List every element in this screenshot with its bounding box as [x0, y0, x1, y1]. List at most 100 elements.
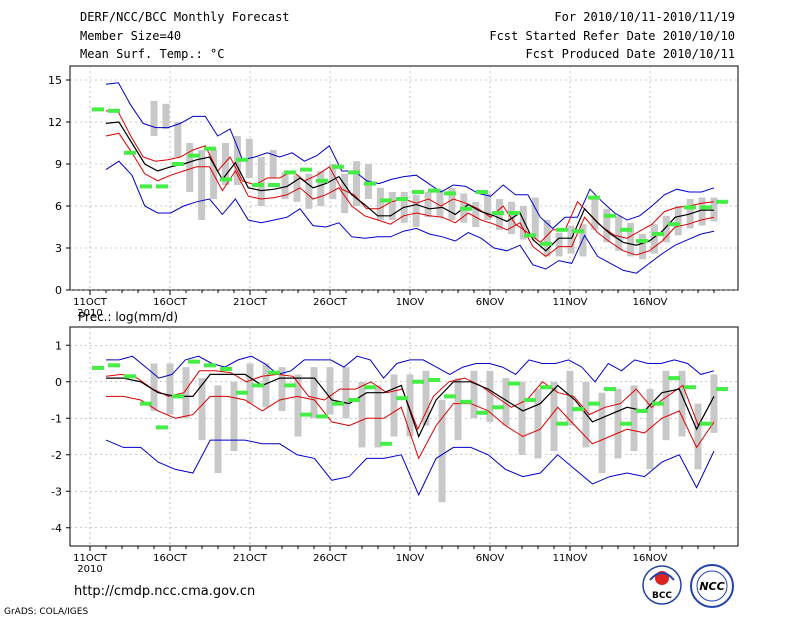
observed-marker — [444, 191, 456, 196]
y-tick-label: 15 — [48, 74, 62, 87]
observed-marker — [380, 198, 392, 203]
observed-marker — [684, 385, 696, 390]
x-tick-label: 16OCT — [153, 297, 188, 308]
y-tick-label: 1 — [55, 339, 62, 352]
observed-marker — [108, 363, 120, 368]
produced-date-label: Fcst Produced Date 2010/10/11 — [525, 47, 735, 61]
plot-frame — [69, 326, 739, 547]
spread-box — [150, 363, 158, 411]
observed-marker — [700, 421, 712, 426]
grads-credit: GrADS: COLA/IGES — [4, 607, 88, 617]
observed-marker — [428, 377, 440, 382]
spread-box — [531, 197, 539, 240]
x-tick-label: 11OCT — [73, 553, 108, 564]
spread-box — [174, 122, 182, 157]
observed-marker — [396, 396, 408, 401]
observed-marker — [172, 162, 184, 166]
observed-marker — [92, 365, 104, 370]
lower-spread-line — [106, 395, 715, 460]
forecast-period: For 2010/10/11-2010/11/19 — [554, 10, 735, 24]
lower-spread-line — [105, 132, 715, 258]
observed-marker — [316, 178, 328, 183]
spread-box — [353, 161, 361, 206]
observed-marker — [524, 233, 536, 238]
spread-box — [269, 150, 277, 178]
spread-box — [166, 363, 174, 415]
observed-marker — [220, 177, 232, 182]
variable-label: Mean Surf. Temp.: °C — [80, 47, 225, 61]
spread-box — [591, 199, 599, 230]
spread-box — [230, 381, 238, 452]
spread-box — [412, 194, 420, 227]
observed-marker — [476, 190, 488, 194]
observed-marker — [380, 441, 392, 446]
ncc-logo: NCC — [690, 564, 734, 608]
bcc-logo: BCC — [642, 565, 682, 605]
observed-marker — [108, 108, 120, 113]
spread-box — [317, 171, 325, 206]
observed-marker — [220, 366, 232, 371]
x-tick-label: 6NOV — [476, 553, 505, 564]
observed-marker — [492, 405, 504, 410]
max-envelope-line — [106, 355, 715, 383]
x-tick-label: 16OCT — [153, 553, 188, 564]
observed-marker — [684, 205, 696, 210]
observed-marker — [588, 195, 600, 200]
spread-box — [694, 403, 702, 470]
x-year-label: 2010 — [77, 564, 102, 575]
observed-marker — [620, 421, 632, 426]
precipitation-panel: -4 -3 -2 -1 0 1 11OCT 16OCT 21OCT 26OCT 1NOV 6NOV 11… — [51, 326, 739, 575]
observed-marker — [716, 199, 728, 204]
bcc-logo-text: BCC — [652, 591, 672, 601]
member-size-label: Member Size=40 — [80, 29, 182, 43]
spread-box — [470, 370, 478, 419]
x-tick-label: 21OCT — [233, 553, 268, 564]
observed-marker — [364, 385, 376, 390]
observed-marker — [476, 410, 488, 415]
observed-marker — [268, 370, 280, 375]
observed-marker — [236, 390, 248, 395]
observed-marker — [620, 227, 632, 232]
spread-box — [543, 220, 551, 257]
observed-marker — [668, 376, 680, 381]
observed-marker — [572, 407, 584, 412]
x-tick-label: 11NOV — [553, 297, 588, 308]
spread-box — [627, 222, 635, 257]
observed-marker — [668, 222, 680, 227]
observed-marker — [556, 227, 568, 232]
observed-marker — [124, 150, 136, 155]
spread-box — [390, 374, 398, 437]
spread-box — [448, 187, 456, 220]
temperature-panel: 0 3 6 9 12 15 11OCT 16OCT 21OCT 26OCT 1NOV 6NOV 11NO… — [48, 65, 739, 319]
spread-box — [262, 363, 270, 408]
footer-url[interactable]: http://cmdp.ncc.cma.gov.cn — [74, 584, 255, 599]
y-tick-label: 3 — [55, 242, 62, 255]
observed-marker — [172, 394, 184, 399]
x-tick-label: 16NOV — [633, 553, 668, 564]
min-envelope-line — [105, 160, 715, 274]
spread-box — [329, 164, 337, 199]
observed-marker — [572, 229, 584, 234]
spread-box — [221, 143, 229, 185]
spread-box — [342, 367, 350, 419]
max-envelope-line — [105, 82, 715, 230]
spread-box — [424, 192, 432, 218]
min-envelope-line — [105, 439, 715, 497]
observed-marker — [444, 394, 456, 399]
observed-marker — [556, 421, 568, 426]
spread-box — [422, 370, 430, 426]
observed-marker — [604, 213, 616, 218]
spread-box — [436, 189, 444, 218]
y-tick-label: 6 — [55, 200, 62, 213]
observed-marker — [460, 399, 472, 404]
observed-marker — [412, 379, 424, 384]
ensemble-mean-line — [105, 121, 714, 252]
chart-title: DERF/NCC/BCC Monthly Forecast — [80, 10, 290, 24]
spread-box — [326, 367, 334, 415]
y-tick-label: 9 — [55, 158, 62, 171]
observed-marker — [332, 164, 344, 169]
observed-marker — [252, 383, 264, 388]
spread-box — [388, 192, 396, 220]
observed-marker — [236, 157, 248, 162]
